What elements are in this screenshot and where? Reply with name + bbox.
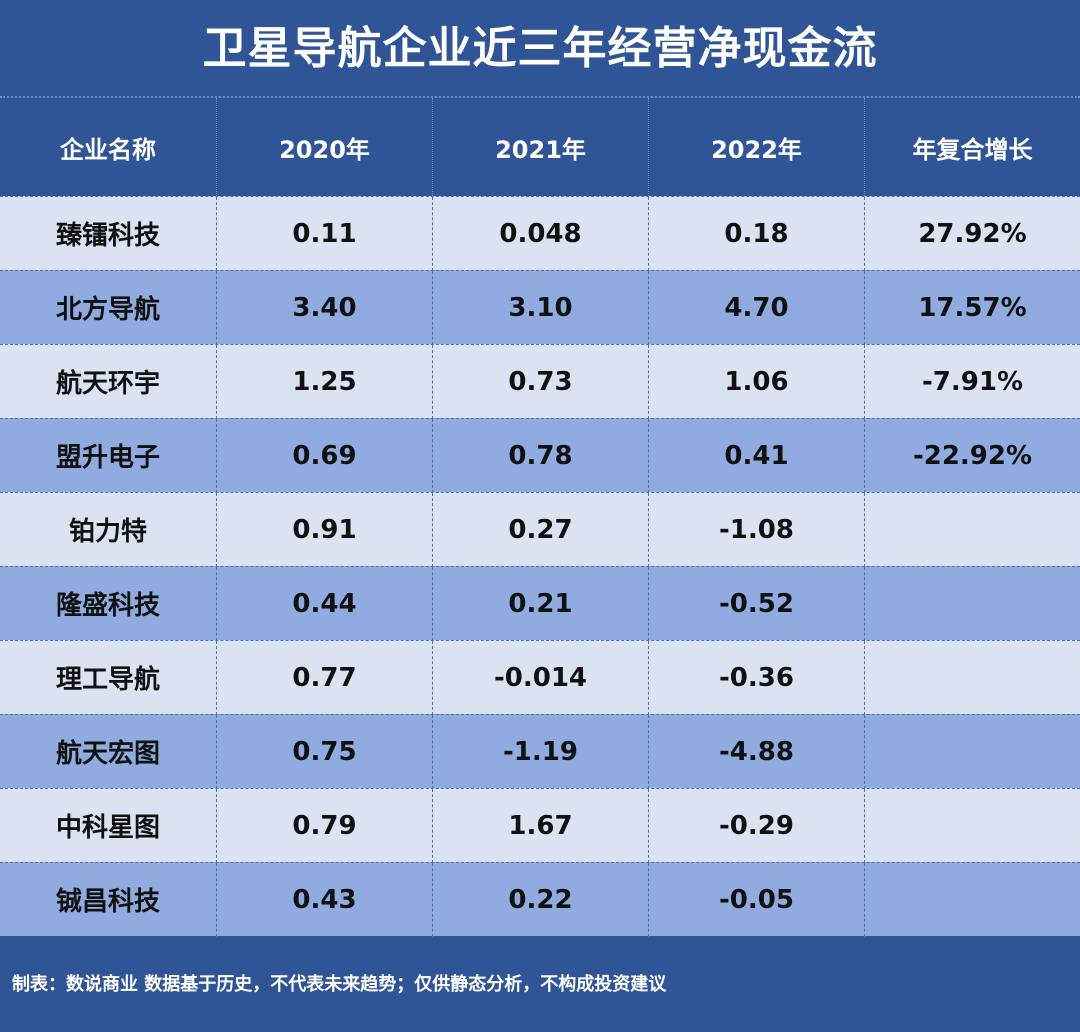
value-2021-cell: 3.10: [432, 270, 648, 345]
table-row: 隆盛科技 0.44 0.21 -0.52: [0, 566, 1080, 641]
value-2021-cell: 0.22: [432, 862, 648, 937]
value-2022-cell: 1.06: [648, 344, 864, 419]
cagr-cell: [864, 566, 1080, 641]
table-row: 航天环宇 1.25 0.73 1.06 -7.91%: [0, 344, 1080, 419]
header-cagr: 年复合增长: [864, 98, 1080, 196]
value-2021-cell: 0.048: [432, 196, 648, 271]
value-2022-cell: -1.08: [648, 492, 864, 567]
value-2022-cell: -0.36: [648, 640, 864, 715]
value-2021-cell: 0.21: [432, 566, 648, 641]
value-2020-cell: 1.25: [216, 344, 432, 419]
company-cell: 臻镭科技: [55, 221, 160, 251]
table-row: 航天宏图 0.75 -1.19 -4.88: [0, 714, 1080, 789]
page-title: 卫星导航企业近三年经营净现金流: [0, 0, 1080, 98]
company-cell: 铂力特: [68, 517, 147, 547]
cagr-cell: [864, 640, 1080, 715]
value-2022-cell: 0.41: [648, 418, 864, 493]
cagr-cell: 27.92%: [864, 196, 1080, 271]
cagr-cell: [864, 862, 1080, 937]
value-2021-cell: -1.19: [432, 714, 648, 789]
value-2022-cell: -4.88: [648, 714, 864, 789]
value-2020-cell: 0.44: [216, 566, 432, 641]
footer-note: 制表：数说商业 数据基于历史，不代表未来趋势；仅供静态分析，不构成投资建议: [12, 974, 667, 995]
table-row: 理工导航 0.77 -0.014 -0.36: [0, 640, 1080, 715]
header-2021: 2021年: [432, 98, 648, 196]
value-2021-cell: 0.78: [432, 418, 648, 493]
cagr-cell: 17.57%: [864, 270, 1080, 345]
company-cell: 中科星图: [55, 813, 160, 843]
value-2022-cell: -0.52: [648, 566, 864, 641]
table-row: 北方导航 3.40 3.10 4.70 17.57%: [0, 270, 1080, 345]
value-2020-cell: 0.11: [216, 196, 432, 271]
value-2020-cell: 3.40: [216, 270, 432, 345]
value-2021-cell: 0.27: [432, 492, 648, 567]
value-2022-cell: 4.70: [648, 270, 864, 345]
company-cell: 隆盛科技: [55, 591, 160, 621]
value-2022-cell: -0.29: [648, 788, 864, 863]
value-2020-cell: 0.75: [216, 714, 432, 789]
cagr-cell: -22.92%: [864, 418, 1080, 493]
header-2022: 2022年: [648, 98, 864, 196]
company-cell: 航天宏图: [55, 739, 160, 769]
cagr-cell: [864, 788, 1080, 863]
value-2020-cell: 0.79: [216, 788, 432, 863]
table-row: 臻镭科技 0.11 0.048 0.18 27.92%: [0, 196, 1080, 271]
table-header-row: 企业名称 2020年 2021年 2022年 年复合增长: [0, 98, 1080, 196]
cagr-cell: -7.91%: [864, 344, 1080, 419]
header-2020: 2020年: [216, 98, 432, 196]
value-2021-cell: 1.67: [432, 788, 648, 863]
value-2020-cell: 0.91: [216, 492, 432, 567]
data-table: 企业名称 2020年 2021年 2022年 年复合增长 臻镭科技 0.11 0.0…: [0, 98, 1080, 937]
company-cell: 盟升电子: [55, 443, 160, 473]
table-row: 盟升电子 0.69 0.78 0.41 -22.92%: [0, 418, 1080, 493]
value-2021-cell: -0.014: [432, 640, 648, 715]
table-body: 臻镭科技 0.11 0.048 0.18 27.92% 北方导航 3.40 3.10 4.70 1…: [0, 196, 1080, 937]
value-2021-cell: 0.73: [432, 344, 648, 419]
company-cell: 铖昌科技: [55, 887, 160, 917]
company-cell: 理工导航: [55, 665, 160, 695]
value-2020-cell: 0.43: [216, 862, 432, 937]
table-row: 中科星图 0.79 1.67 -0.29: [0, 788, 1080, 863]
value-2022-cell: 0.18: [648, 196, 864, 271]
table-row: 铖昌科技 0.43 0.22 -0.05: [0, 862, 1080, 937]
cagr-cell: [864, 714, 1080, 789]
company-cell: 航天环宇: [55, 369, 160, 399]
value-2020-cell: 0.77: [216, 640, 432, 715]
company-cell: 北方导航: [55, 295, 160, 325]
table-row: 铂力特 0.91 0.27 -1.08: [0, 492, 1080, 567]
header-company: 企业名称: [60, 135, 156, 164]
value-2022-cell: -0.05: [648, 862, 864, 937]
cagr-cell: [864, 492, 1080, 567]
value-2020-cell: 0.69: [216, 418, 432, 493]
